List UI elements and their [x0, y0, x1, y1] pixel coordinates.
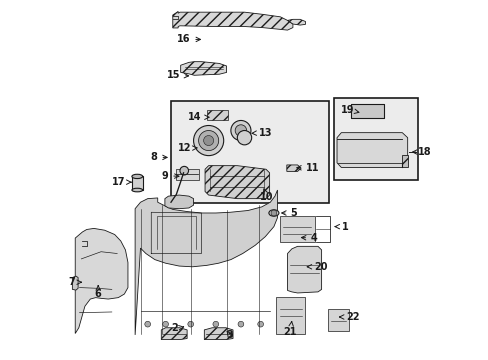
- Text: 19: 19: [340, 105, 358, 115]
- Bar: [206, 111, 227, 120]
- Circle shape: [270, 210, 276, 216]
- Circle shape: [193, 126, 223, 156]
- Polygon shape: [402, 155, 407, 167]
- Text: 7: 7: [68, 277, 81, 287]
- Text: 14: 14: [188, 112, 209, 122]
- Polygon shape: [204, 328, 233, 339]
- Text: 1: 1: [334, 222, 347, 231]
- Text: 16: 16: [177, 35, 200, 44]
- Circle shape: [144, 321, 150, 327]
- Bar: [279, 216, 314, 242]
- Polygon shape: [287, 19, 305, 25]
- Polygon shape: [336, 133, 407, 167]
- Bar: [175, 168, 199, 180]
- Circle shape: [235, 125, 246, 136]
- Text: 20: 20: [306, 262, 326, 272]
- Bar: [351, 104, 384, 118]
- Text: 10: 10: [260, 189, 273, 202]
- Text: 8: 8: [150, 152, 167, 162]
- Text: 2: 2: [171, 324, 183, 333]
- Text: 11: 11: [296, 163, 319, 173]
- Circle shape: [198, 131, 218, 150]
- Circle shape: [203, 135, 213, 145]
- Polygon shape: [180, 62, 226, 75]
- Ellipse shape: [268, 210, 278, 216]
- Polygon shape: [164, 195, 193, 209]
- Circle shape: [230, 121, 250, 140]
- Text: 6: 6: [95, 286, 102, 299]
- Text: 15: 15: [166, 70, 188, 80]
- Text: 5: 5: [281, 208, 297, 218]
- Polygon shape: [204, 166, 269, 199]
- Polygon shape: [286, 165, 301, 171]
- Text: 13: 13: [251, 128, 271, 138]
- Bar: [333, 98, 418, 180]
- Polygon shape: [75, 228, 128, 333]
- Text: 4: 4: [301, 233, 317, 243]
- Text: 3: 3: [226, 330, 233, 340]
- Text: 18: 18: [418, 147, 431, 157]
- Circle shape: [212, 321, 218, 327]
- Bar: [351, 104, 384, 118]
- Bar: [171, 101, 328, 203]
- Polygon shape: [72, 276, 78, 290]
- Text: 17: 17: [111, 177, 131, 187]
- Bar: [276, 297, 305, 334]
- Ellipse shape: [132, 174, 142, 179]
- Circle shape: [187, 321, 193, 327]
- Text: 21: 21: [283, 321, 297, 337]
- Text: 12: 12: [177, 143, 197, 153]
- Circle shape: [237, 131, 251, 145]
- Ellipse shape: [132, 188, 142, 192]
- Bar: [327, 309, 348, 331]
- Circle shape: [180, 166, 188, 175]
- Circle shape: [163, 321, 168, 327]
- Text: 22: 22: [339, 312, 359, 322]
- Bar: [132, 176, 142, 190]
- Circle shape: [257, 321, 263, 327]
- Polygon shape: [172, 12, 292, 30]
- Text: 9: 9: [161, 171, 179, 181]
- Polygon shape: [161, 328, 187, 339]
- Polygon shape: [135, 190, 277, 335]
- Polygon shape: [287, 246, 321, 293]
- Circle shape: [238, 321, 244, 327]
